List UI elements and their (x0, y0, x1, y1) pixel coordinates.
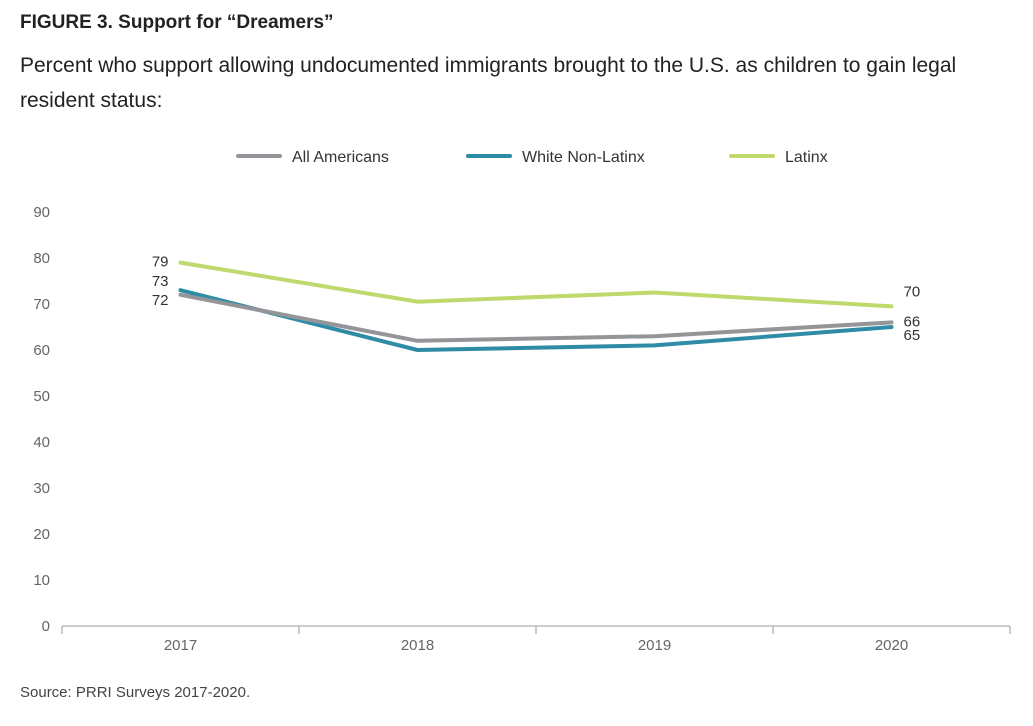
data-label-2-0: 79 (152, 254, 169, 271)
x-tick-label-2019: 2019 (638, 637, 671, 654)
x-tick-label-2017: 2017 (164, 637, 197, 654)
y-tick-label-50: 50 (33, 388, 50, 405)
legend-label-1: White Non-Latinx (522, 149, 645, 166)
y-tick-label-60: 60 (33, 342, 50, 359)
data-label-1-3: 65 (904, 327, 921, 344)
y-tick-label-70: 70 (33, 296, 50, 313)
y-tick-label-0: 0 (42, 618, 50, 635)
line-chart: All Americans White Non-Latinx Latinx 0 10 2… (33, 149, 1011, 654)
y-tick-label-80: 80 (33, 250, 50, 267)
x-axis: 2017 2018 2019 2020 (61, 625, 1011, 654)
data-label-1-0: 73 (152, 273, 169, 290)
y-tick-label-90: 90 (33, 204, 50, 221)
y-tick-label-10: 10 (33, 572, 50, 589)
data-labels: 72 66 73 65 79 70 (152, 254, 920, 344)
y-tick-label-20: 20 (33, 526, 50, 543)
chart-title: FIGURE 3. Support for “Dreamers” (20, 12, 334, 33)
data-label-0-3: 66 (904, 313, 921, 330)
legend-label-2: Latinx (785, 149, 828, 166)
data-label-2-3: 70 (904, 283, 921, 300)
legend-label-0: All Americans (292, 149, 389, 166)
legend: All Americans White Non-Latinx Latinx (236, 149, 828, 166)
series-line-1 (178, 288, 894, 352)
x-tick-label-2020: 2020 (875, 637, 908, 654)
data-label-0-0: 72 (152, 292, 169, 309)
y-tick-label-40: 40 (33, 434, 50, 451)
source-note: Source: PRRI Surveys 2017-2020. (20, 684, 251, 701)
y-axis: 0 10 20 30 40 50 60 70 80 90 (33, 204, 50, 635)
series-lines (178, 260, 894, 352)
series-line-0 (178, 292, 894, 343)
series-line-2 (178, 260, 894, 309)
chart-subtitle: Percent who support allowing undocumente… (20, 54, 957, 112)
x-tick-label-2018: 2018 (401, 637, 434, 654)
y-tick-label-30: 30 (33, 480, 50, 497)
